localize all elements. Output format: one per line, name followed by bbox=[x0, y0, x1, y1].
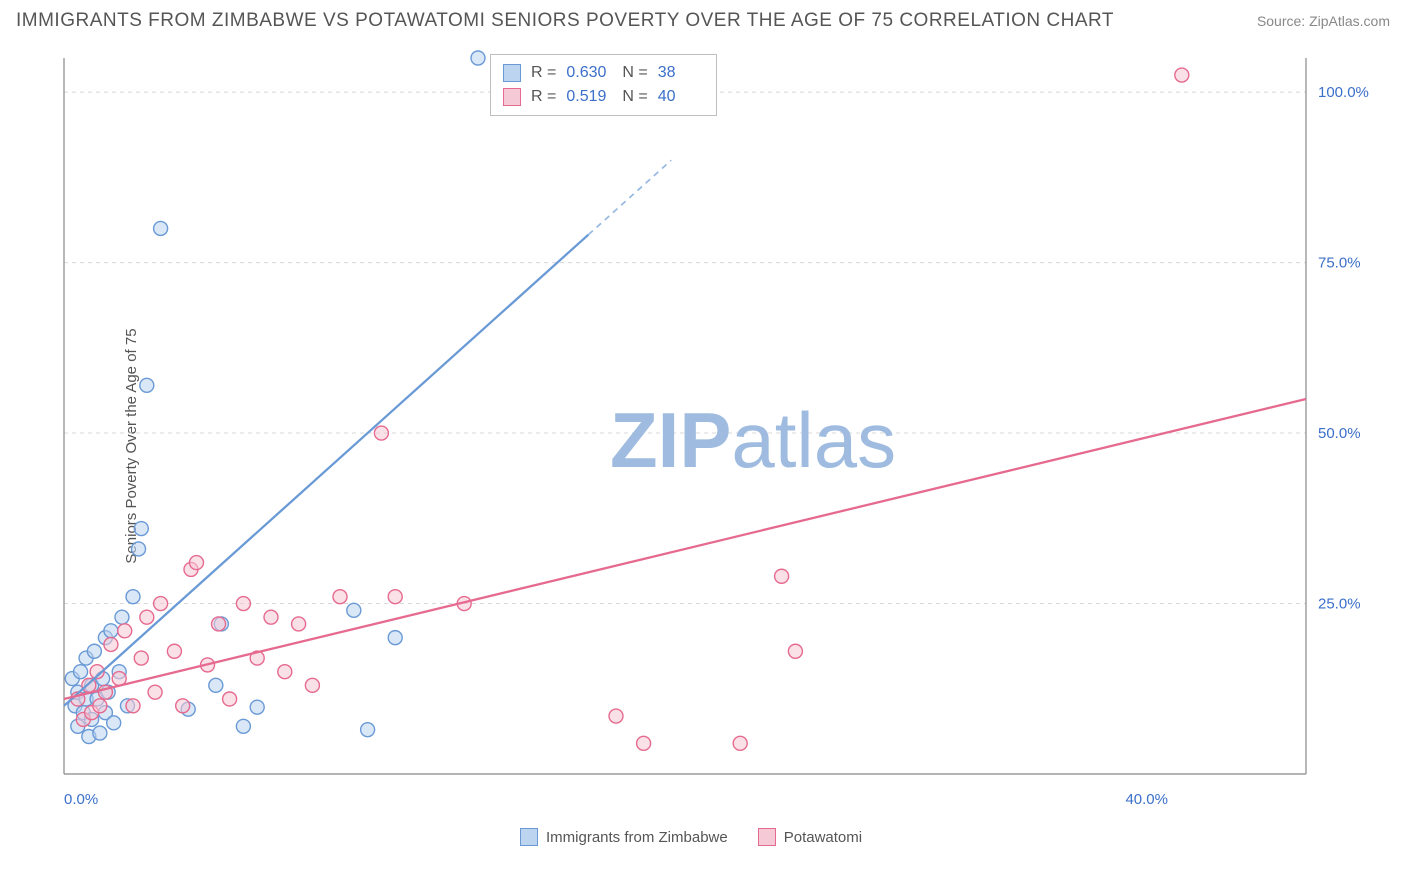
legend-swatch bbox=[503, 64, 521, 82]
legend-swatch bbox=[520, 828, 538, 846]
legend-stats-box: R = 0.630 N = 38 R = 0.519 N = 40 bbox=[490, 54, 717, 116]
title-bar: IMMIGRANTS FROM ZIMBABWE VS POTAWATOMI S… bbox=[16, 10, 1390, 32]
legend-bottom: Immigrants from Zimbabwe Potawatomi bbox=[520, 828, 862, 846]
legend-swatch bbox=[503, 88, 521, 106]
legend-label: Potawatomi bbox=[784, 829, 862, 846]
stat-n-value: 38 bbox=[658, 61, 704, 85]
svg-text:0.0%: 0.0% bbox=[64, 791, 98, 808]
legend-swatch bbox=[758, 828, 776, 846]
stat-n-label: N = bbox=[622, 85, 647, 109]
legend-stats-row: R = 0.519 N = 40 bbox=[503, 85, 704, 109]
legend-stats-row: R = 0.630 N = 38 bbox=[503, 61, 704, 85]
svg-text:40.0%: 40.0% bbox=[1125, 791, 1168, 808]
stat-n-value: 40 bbox=[658, 85, 704, 109]
plot-svg: 25.0% 50.0% 75.0% 100.0% 0.0% 40.0% bbox=[56, 50, 1376, 820]
stat-r-label: R = bbox=[531, 61, 556, 85]
legend-label: Immigrants from Zimbabwe bbox=[546, 829, 728, 846]
svg-text:75.0%: 75.0% bbox=[1318, 255, 1361, 272]
legend-item: Potawatomi bbox=[758, 828, 862, 846]
stat-r-label: R = bbox=[531, 85, 556, 109]
svg-text:100.0%: 100.0% bbox=[1318, 84, 1369, 101]
legend-item: Immigrants from Zimbabwe bbox=[520, 828, 728, 846]
stat-r-value: 0.630 bbox=[566, 61, 612, 85]
stat-r-value: 0.519 bbox=[566, 85, 612, 109]
stat-n-label: N = bbox=[622, 61, 647, 85]
svg-text:25.0%: 25.0% bbox=[1318, 596, 1361, 613]
svg-text:50.0%: 50.0% bbox=[1318, 425, 1361, 442]
chart-title: IMMIGRANTS FROM ZIMBABWE VS POTAWATOMI S… bbox=[16, 10, 1114, 32]
correlation-chart: IMMIGRANTS FROM ZIMBABWE VS POTAWATOMI S… bbox=[0, 0, 1406, 892]
plot-area: 25.0% 50.0% 75.0% 100.0% 0.0% 40.0% bbox=[56, 50, 1376, 820]
source-label: Source: ZipAtlas.com bbox=[1257, 13, 1390, 29]
